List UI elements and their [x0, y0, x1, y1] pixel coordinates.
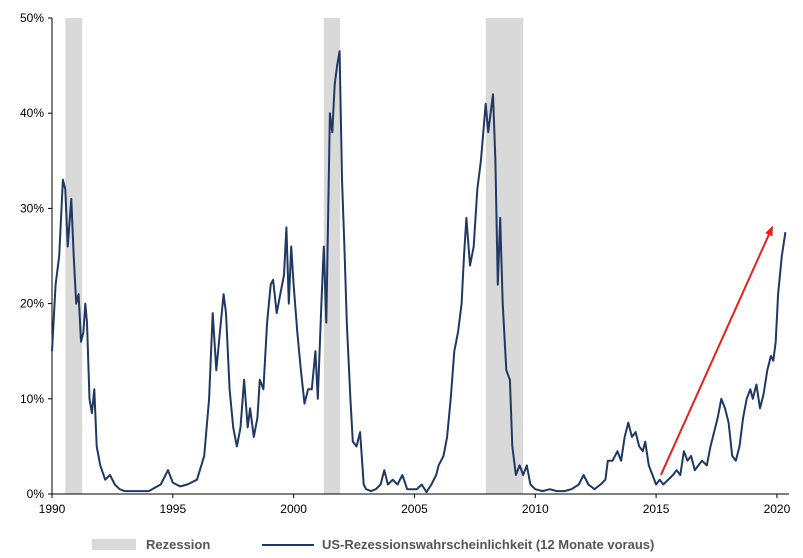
- y-tick-label: 10%: [20, 392, 44, 406]
- x-tick-label: 1990: [39, 502, 66, 516]
- series-lines: [51, 50, 787, 494]
- legend-line-label: US-Rezessionswahrscheinlichkeit (12 Mona…: [322, 537, 655, 552]
- y-tick-label: 50%: [20, 11, 44, 25]
- y-tick-label: 30%: [20, 201, 44, 215]
- legend: Rezession US-Rezessionswahrscheinlichkei…: [0, 537, 803, 557]
- y-tick-label: 0%: [27, 487, 45, 501]
- x-tick-label: 2020: [764, 502, 791, 516]
- y-tick-label: 20%: [20, 297, 44, 311]
- probability-line: [51, 50, 787, 494]
- line-swatch: [262, 543, 314, 546]
- x-tick-label: 2005: [401, 502, 428, 516]
- legend-item-line: US-Rezessionswahrscheinlichkeit (12 Mona…: [262, 537, 654, 552]
- trend-arrow: [660, 225, 773, 476]
- x-tick-label: 2015: [643, 502, 670, 516]
- x-tick-label: 2000: [280, 502, 307, 516]
- chart: 0% 10% 20% 30% 40% 50% 1990 1995 2000 2005 2010 201…: [20, 11, 791, 516]
- y-tick-label: 40%: [20, 106, 44, 120]
- legend-item-recession: Rezession: [92, 537, 210, 552]
- recession-band: [485, 18, 524, 494]
- x-tick-label: 1995: [159, 502, 186, 516]
- annotations: [660, 225, 773, 476]
- tick-labels: 0% 10% 20% 30% 40% 50% 1990 1995 2000 2005 2010 201…: [20, 11, 791, 516]
- x-tick-label: 2010: [522, 502, 549, 516]
- recession-band: [323, 18, 341, 494]
- recession-swatch: [92, 539, 136, 550]
- legend-recession-label: Rezession: [146, 537, 211, 552]
- recession-bands: [65, 18, 524, 494]
- axes: [48, 17, 789, 498]
